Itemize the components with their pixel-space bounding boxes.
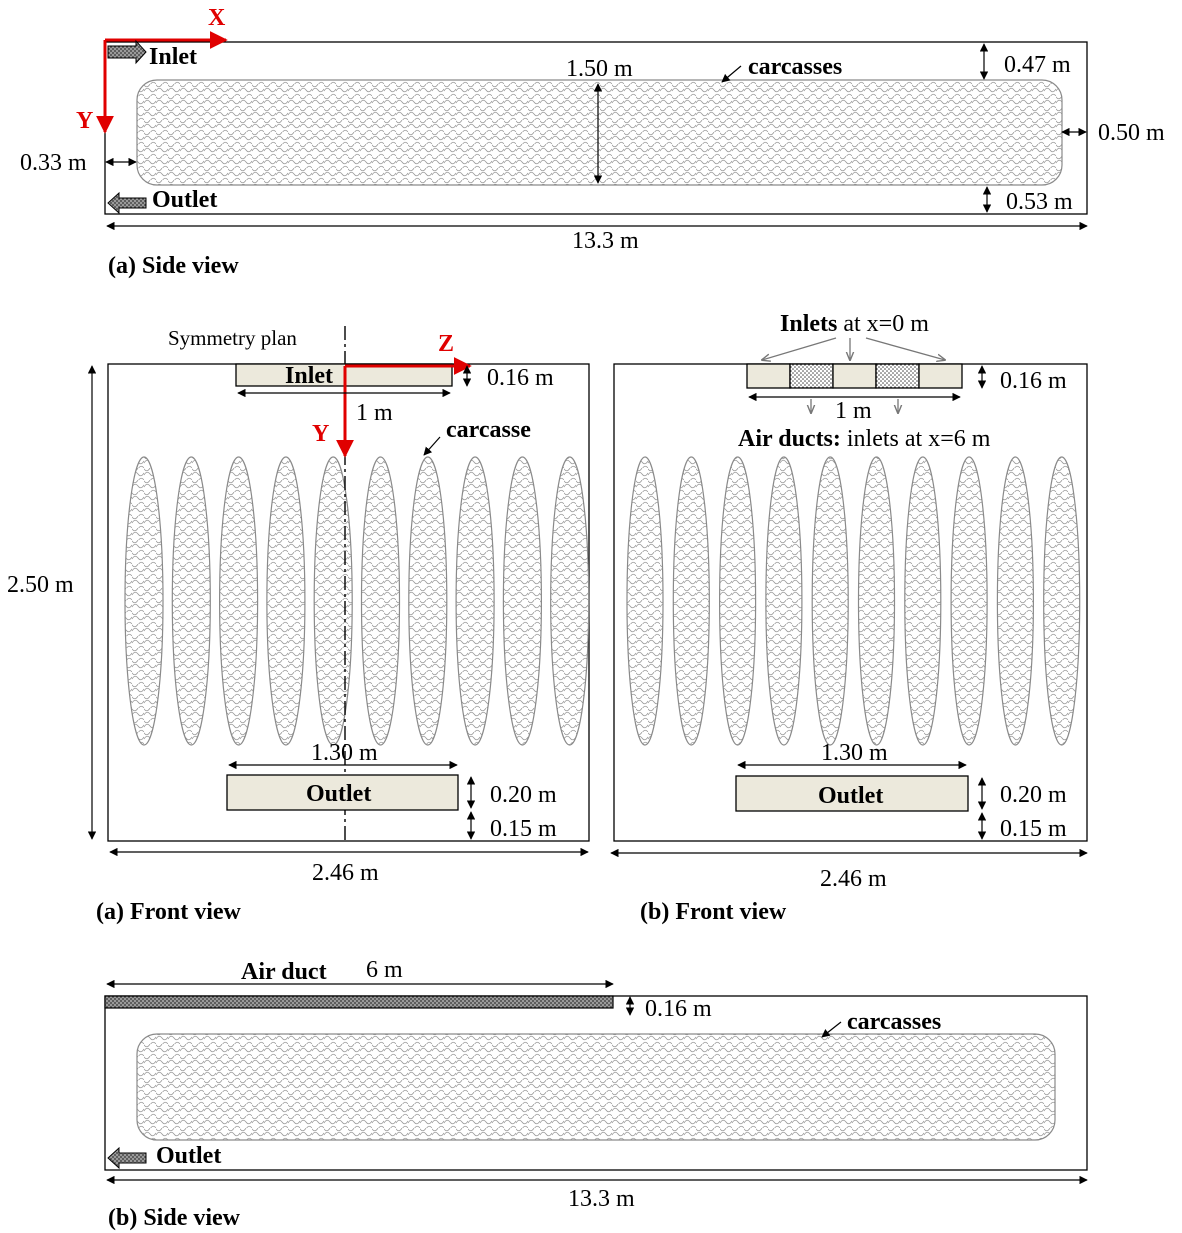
outlet-height-label-b: 0.20 m <box>1000 782 1067 808</box>
carcasses-pointer-b <box>821 1021 842 1038</box>
length-label-b: 13.3 m <box>568 1186 635 1212</box>
right-gap-label: 0.50 m <box>1098 120 1165 146</box>
carcasse-a-2 <box>171 456 211 746</box>
carcasse-b-5 <box>811 456 849 746</box>
inlets-title-bold: Inlets <box>780 311 837 337</box>
inlet-segment-2 <box>832 363 877 389</box>
length-label: 13.3 m <box>572 228 639 254</box>
caption-side-a: (a) Side view <box>108 253 239 279</box>
front-view-b: Inlets at x=0 m 0.16 m 1 m Air ducts: in… <box>610 311 1088 925</box>
inlet-label: Inlet <box>149 44 197 70</box>
carcasse-a-9 <box>502 456 543 746</box>
air-duct-bar <box>104 995 614 1009</box>
duct-segment-2 <box>875 363 920 389</box>
outlet-arrow-icon <box>107 191 147 215</box>
carcasse-a-8 <box>455 456 495 746</box>
outlet-gap-label-b: 0.15 m <box>1000 816 1067 842</box>
inlet-pointer-1 <box>762 337 837 360</box>
outlet-box-b <box>735 775 969 812</box>
outlet-gap-label-a: 0.15 m <box>490 816 557 842</box>
carcasse-a-3 <box>219 456 259 746</box>
carcasse-b-10 <box>1043 456 1081 746</box>
caption-side-b: (b) Side view <box>108 1205 241 1231</box>
front-view-a: Symmetry plan Inlet Z Y 0.16 m 1 m carca… <box>7 326 590 925</box>
inlet-height-label-b: 0.16 m <box>1000 368 1067 394</box>
top-gap-label: 0.47 m <box>1004 52 1071 78</box>
left-gap-label: 0.33 m <box>20 150 87 176</box>
duct-height-label: 0.16 m <box>645 996 712 1022</box>
carcasse-b-6 <box>857 456 896 746</box>
carcasse-b-4 <box>765 456 803 746</box>
caption-front-b: (b) Front view <box>640 899 787 925</box>
duct-segment-1 <box>789 363 834 389</box>
ducts-label: Air ducts: inlets at x=6 m <box>738 426 991 452</box>
carcasses-pointer <box>721 65 742 83</box>
y-axis-label-a: Y <box>312 421 329 447</box>
carcasse-a-7 <box>408 456 448 746</box>
inlet-arrow-icon <box>107 39 147 65</box>
carcasse-row-b <box>626 456 1081 746</box>
inlet-segment-1 <box>746 363 791 389</box>
outlet-label-a: Outlet <box>306 781 371 807</box>
y-axis-label: Y <box>76 108 93 134</box>
inlet-height-label-a: 0.16 m <box>487 365 554 391</box>
duct-length-label: 6 m <box>366 957 403 983</box>
outlet-box-a <box>226 774 459 811</box>
carcasse-b-9 <box>996 456 1035 746</box>
carcasse-a-6 <box>360 456 401 746</box>
side-view-a: X Y Inlet Outlet 1.50 m carcasses 0.47 m… <box>20 5 1165 279</box>
carcasses-block-b <box>136 1033 1056 1141</box>
carcasse-b-8 <box>950 456 988 746</box>
carcasse-row-a <box>124 456 590 746</box>
inlet-width-label-b: 1 m <box>835 398 872 424</box>
carcasse-a-4 <box>266 456 306 746</box>
inlets-title-rest: at x=0 m <box>837 311 929 337</box>
height-label-a: 2.50 m <box>7 572 74 598</box>
carcasses-label-b: carcasses <box>847 1009 941 1035</box>
carcasse-label: carcasse <box>446 417 531 443</box>
carcasse-a-10 <box>550 456 590 746</box>
inlets-title: Inlets at x=0 m <box>780 311 929 337</box>
height-label: 1.50 m <box>566 56 633 82</box>
x-axis-label: X <box>208 5 226 31</box>
inlet-label-a: Inlet <box>285 363 333 389</box>
width-label-a: 2.46 m <box>312 860 379 886</box>
ducts-label-bold: Air ducts: <box>738 426 841 452</box>
z-axis-label: Z <box>438 331 454 357</box>
carcasse-a-5 <box>313 456 353 746</box>
ducts-label-rest: inlets at x=6 m <box>841 426 991 452</box>
carcasse-a-1 <box>124 456 164 746</box>
outlet-arrow-icon-b <box>107 1146 147 1170</box>
air-duct-label: Air duct <box>241 959 327 985</box>
caption-front-a: (a) Front view <box>96 899 242 925</box>
carcasse-b-7 <box>904 456 942 746</box>
outlet-width-label-b: 1.30 m <box>821 740 888 766</box>
carcasse-b-3 <box>718 456 757 746</box>
carcasses-block <box>136 79 1063 186</box>
symmetry-label: Symmetry plan <box>168 326 297 350</box>
inlet-segment-3 <box>918 363 963 389</box>
carcasse-b-2 <box>672 456 710 746</box>
outlet-height-label-a: 0.20 m <box>490 782 557 808</box>
carcasse-pointer <box>423 436 441 456</box>
carcasse-b-1 <box>626 456 664 746</box>
inlet-pointer-3 <box>865 337 945 360</box>
side-view-b: Air duct 6 m 0.16 m carcasses Outlet 13.… <box>104 957 1088 1231</box>
carcasses-label: carcasses <box>748 54 842 80</box>
inlet-width-label-a: 1 m <box>356 400 393 426</box>
outlet-label-sb: Outlet <box>156 1143 221 1169</box>
outlet-label-b: Outlet <box>818 783 883 809</box>
outlet-label: Outlet <box>152 187 217 213</box>
outlet-width-label-a: 1.30 m <box>311 740 378 766</box>
bottom-gap-label: 0.53 m <box>1006 189 1073 215</box>
width-label-b: 2.46 m <box>820 866 887 892</box>
